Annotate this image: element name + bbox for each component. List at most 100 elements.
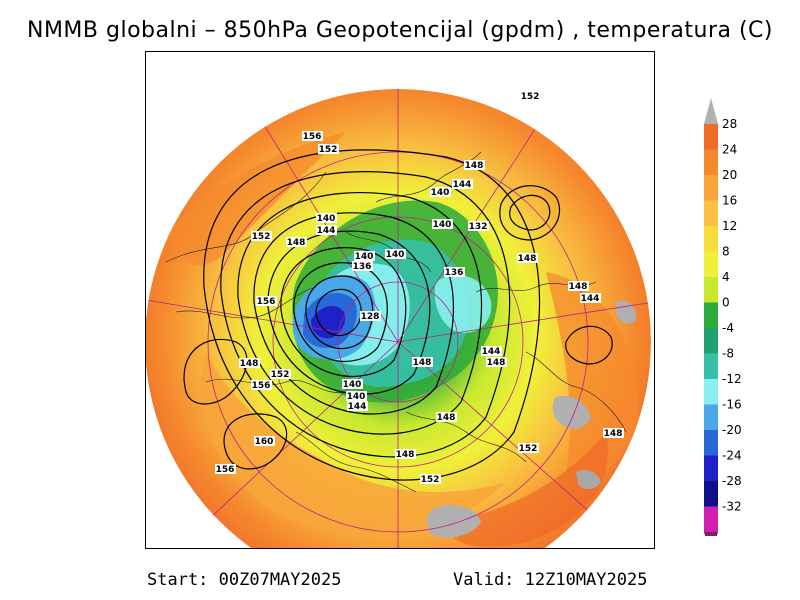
contour-label-bg bbox=[360, 311, 381, 321]
contour-label: 148 bbox=[436, 412, 457, 423]
contour-label-bg bbox=[452, 179, 473, 189]
temperature-colorbar: 28 24 20 16 12 8 4 0 -4 -8 -12 -16 -20 -24 -28 -32 bbox=[704, 98, 742, 536]
contour-label: 140 bbox=[354, 251, 375, 262]
contour-label-text: 140 bbox=[355, 252, 374, 262]
colorbar-swatch bbox=[704, 251, 718, 278]
contour-label: 148 bbox=[412, 357, 433, 368]
colorbar-tick-label: 4 bbox=[722, 270, 730, 284]
contour-label-text: 144 bbox=[482, 347, 501, 357]
colorbar-swatch bbox=[704, 302, 718, 329]
contour-label: 128 bbox=[360, 311, 381, 322]
colorbar-swatches bbox=[704, 98, 718, 536]
colorbar-tick-label: -20 bbox=[722, 423, 742, 437]
colorbar-tick-label: -32 bbox=[722, 500, 742, 514]
contour-label: 136 bbox=[444, 267, 465, 278]
contour-label-text: 152 bbox=[252, 232, 271, 242]
colorbar-swatch bbox=[704, 455, 718, 482]
map-panel: 152 156 152 148 144 140 140 132 140 144 140 152 148 1… bbox=[145, 51, 655, 549]
contour-label: 152 bbox=[318, 144, 339, 155]
contour-label-bg bbox=[256, 296, 277, 306]
contour-label: 152 bbox=[420, 474, 441, 485]
contour-label: 148 bbox=[395, 449, 416, 460]
contour-label: 132 bbox=[468, 221, 489, 232]
contour-label-text: 148 bbox=[487, 358, 506, 368]
contour-label: 156 bbox=[215, 464, 236, 475]
contour-label-bg bbox=[444, 267, 465, 277]
run-start-time: Start: 00Z07MAY2025 bbox=[147, 570, 342, 590]
colorbar-swatch bbox=[704, 430, 718, 456]
contour-label-text: 152 bbox=[421, 475, 440, 485]
colorbar-swatch bbox=[704, 328, 718, 354]
contour-label-text: 152 bbox=[519, 444, 538, 454]
contour-label: 152 bbox=[270, 369, 291, 380]
colorbar-tick-label: 0 bbox=[722, 296, 730, 310]
colorbar-swatch bbox=[704, 277, 718, 303]
contour-label-bg bbox=[239, 358, 260, 368]
contour-label-text: 140 bbox=[343, 380, 362, 390]
contour-label-bg bbox=[215, 464, 236, 474]
contour-label-text: 152 bbox=[271, 370, 290, 380]
contour-label: 136 bbox=[352, 261, 373, 272]
contour-label-bg bbox=[316, 213, 337, 223]
contour-label-bg bbox=[481, 346, 502, 356]
contour-label-text: 148 bbox=[518, 254, 537, 264]
contour-label: 156 bbox=[302, 131, 323, 142]
colorbar-swatch bbox=[704, 353, 718, 380]
contour-label-text: 152 bbox=[319, 145, 338, 155]
contour-label-text: 156 bbox=[216, 465, 235, 475]
colorbar-tick-label: 16 bbox=[722, 194, 737, 208]
contour-label: 140 bbox=[430, 187, 451, 198]
contour-label-text: 148 bbox=[465, 161, 484, 171]
contour-label-text: 140 bbox=[433, 220, 452, 230]
contour-label: 156 bbox=[256, 296, 277, 307]
colorbar-swatch bbox=[704, 226, 718, 252]
colorbar-swatch bbox=[704, 200, 718, 227]
contour-label-bg bbox=[603, 428, 624, 438]
contour-label: 156 bbox=[251, 380, 272, 391]
contour-label: 140 bbox=[385, 249, 406, 260]
colorbar-swatch bbox=[704, 379, 718, 405]
colorbar-swatch bbox=[704, 149, 718, 176]
contour-label-bg bbox=[464, 160, 485, 170]
contour-label-bg bbox=[486, 357, 507, 367]
colorbar-swatch bbox=[704, 481, 718, 507]
colorbar-tick-label: 8 bbox=[722, 245, 730, 259]
colorbar-swatch bbox=[704, 506, 718, 533]
colorbar-tick-label: -28 bbox=[722, 474, 742, 488]
contour-label-text: 148 bbox=[396, 450, 415, 460]
contour-label-text: 148 bbox=[569, 282, 588, 292]
contour-label-text: 156 bbox=[257, 297, 276, 307]
contour-label: 148 bbox=[568, 281, 589, 292]
contour-label-text: 140 bbox=[386, 250, 405, 260]
contour-label-bg bbox=[420, 474, 441, 484]
colorbar-tick-label: 28 bbox=[722, 117, 737, 131]
contour-label-bg bbox=[302, 131, 323, 141]
contour-label-bg bbox=[430, 187, 451, 197]
contour-label-bg bbox=[354, 251, 375, 261]
contour-label-text: 148 bbox=[287, 238, 306, 248]
colorbar-swatch bbox=[704, 404, 718, 431]
contour-label-text: 144 bbox=[581, 294, 600, 304]
contour-label: 140 bbox=[342, 379, 363, 390]
geopotential-contours bbox=[183, 149, 613, 481]
contour-label: 140 bbox=[346, 391, 367, 402]
colorbar-tick-label: -8 bbox=[722, 347, 734, 361]
contour-label-bg bbox=[385, 249, 406, 259]
contour-label-text: 144 bbox=[317, 226, 336, 236]
colorbar-tick-label: -12 bbox=[722, 372, 742, 386]
contour-label-bg bbox=[286, 237, 307, 247]
contour-label-bg bbox=[468, 221, 489, 231]
colorbar-swatch bbox=[704, 124, 718, 150]
contour-label-bg bbox=[436, 412, 457, 422]
contour-label-bg bbox=[352, 261, 373, 271]
contour-label: 152 bbox=[520, 91, 541, 102]
contour-label: 160 bbox=[254, 436, 275, 447]
contour-label: 148 bbox=[486, 357, 507, 368]
contour-label: 152 bbox=[518, 443, 539, 454]
contour-label-bg bbox=[347, 401, 368, 411]
contour-label: 152 bbox=[251, 231, 272, 242]
contour-label-bg bbox=[568, 281, 589, 291]
colorbar-tick-label: -24 bbox=[722, 449, 742, 463]
